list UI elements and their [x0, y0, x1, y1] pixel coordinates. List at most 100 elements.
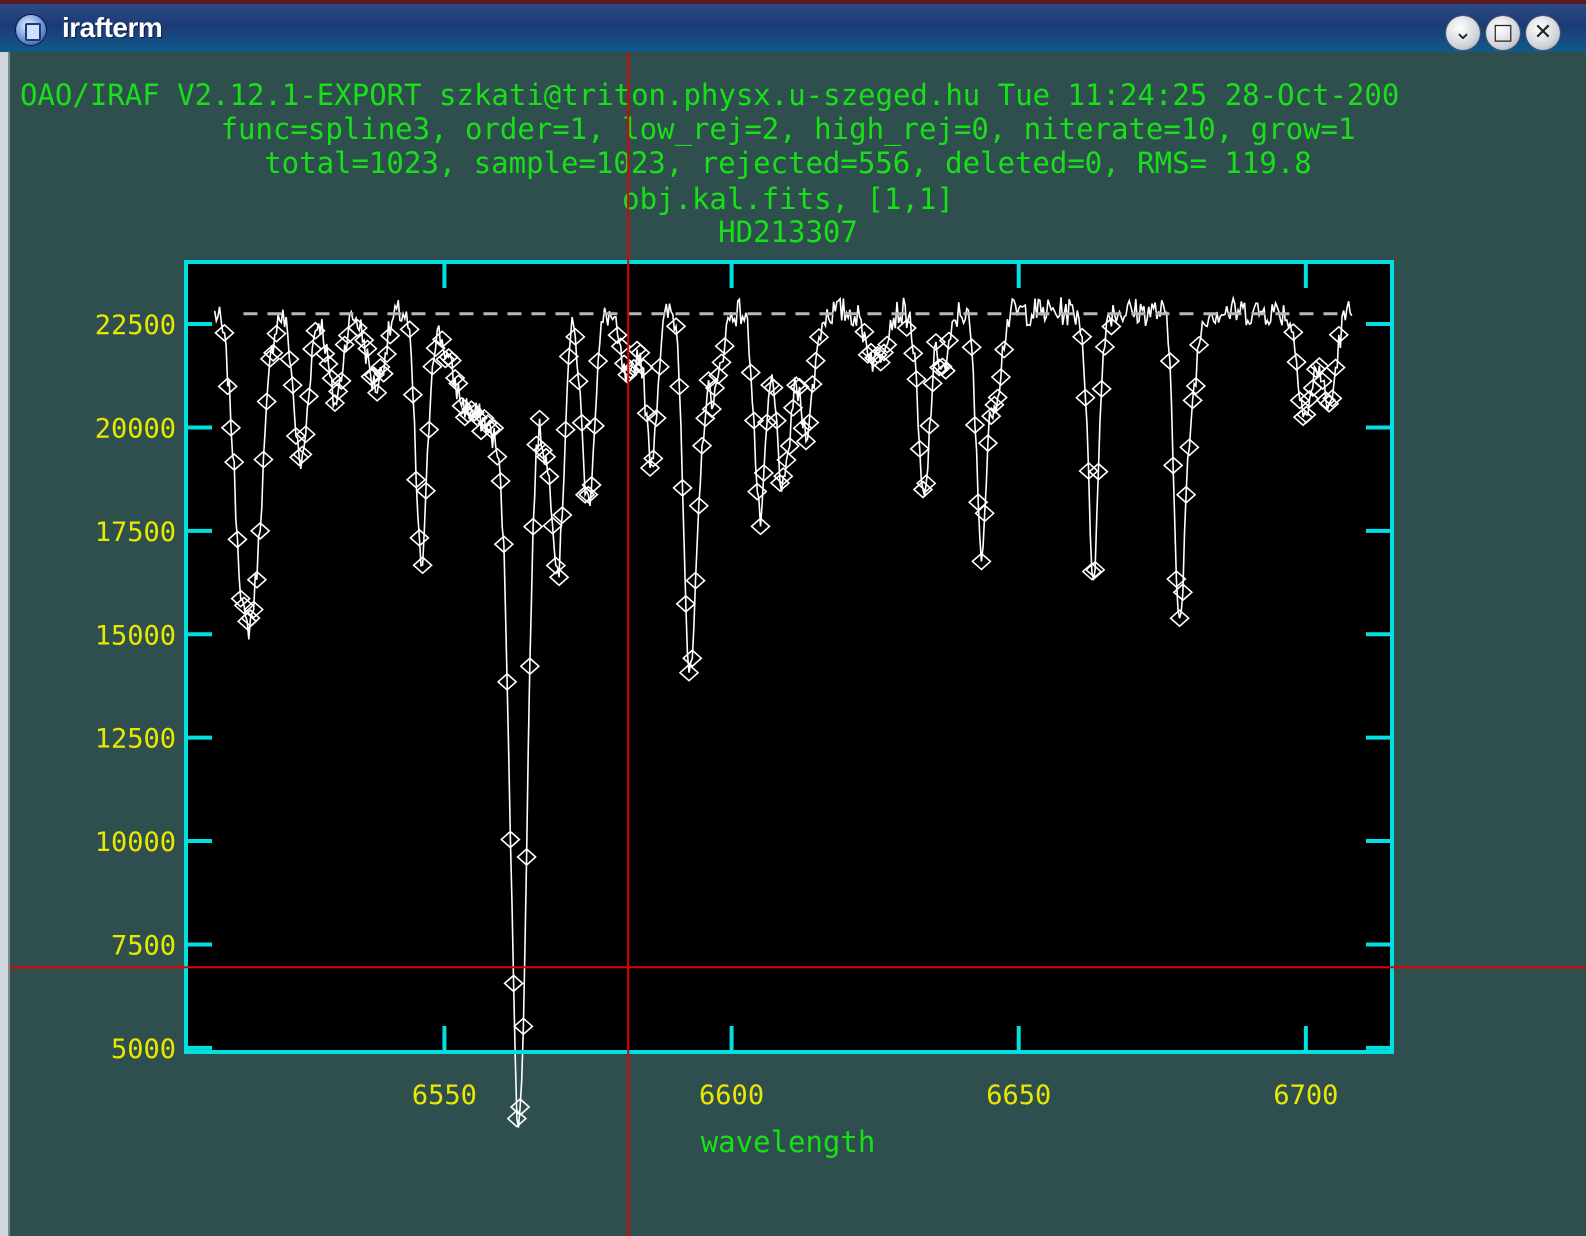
rejected-point-marker [1175, 485, 1197, 504]
minimize-button[interactable]: ⌄ [1446, 16, 1480, 50]
rejected-point-marker [682, 649, 703, 668]
rejected-point-marker [1094, 337, 1116, 356]
rejected-point-marker [266, 324, 287, 343]
plot-frame [184, 260, 1394, 1054]
rejected-point-marker [405, 470, 427, 489]
axis-ticks: 6550 6600 6650 6700 5000 7500 10000 12500 15000 1… [95, 262, 1392, 1111]
rejected-point-marker [1172, 583, 1194, 602]
rejected-point-marker [867, 345, 888, 364]
rejected-point-marker [324, 393, 346, 413]
rejected-point-marker [912, 480, 934, 499]
rejected-point-marker [298, 387, 320, 406]
rejected-point-marker [217, 377, 238, 396]
x-axis-label: wavelength [701, 1125, 876, 1159]
rejected-point-marker [418, 420, 440, 439]
rejected-point-marker [646, 408, 667, 428]
graphics-terminal[interactable]: OAO/IRAF V2.12.1-EXPORT szkati@triton.ph… [10, 52, 1586, 1236]
y-tick-label: 12500 [95, 724, 176, 755]
rejected-point-marker [701, 400, 722, 419]
plot-header: OAO/IRAF V2.12.1-EXPORT szkati@triton.ph… [20, 78, 1399, 249]
rejected-point-marker [441, 351, 463, 370]
rejected-point-marker [301, 339, 323, 359]
rejected-point-marker [607, 326, 628, 345]
rejected-point-marker [906, 370, 927, 389]
rejected-point-marker [373, 364, 394, 383]
rejected-point-marker [1159, 351, 1181, 371]
close-button[interactable]: ✕ [1526, 16, 1560, 50]
rejected-point-marker [704, 378, 726, 398]
title-bar[interactable]: irafterm ⌄ □ ✕ [0, 0, 1586, 52]
spectrum-plot[interactable]: OAO/IRAF V2.12.1-EXPORT szkati@triton.ph… [10, 52, 1586, 1236]
rejected-point-marker [665, 317, 687, 336]
rejected-point-marker [539, 467, 560, 486]
rejected-point-marker [233, 596, 255, 615]
rejected-point-marker [805, 351, 826, 370]
chevron-down-icon: ⌄ [1453, 20, 1473, 45]
rejected-point-marker [331, 371, 352, 390]
rejected-point-marker [747, 482, 768, 501]
rejected-point-marker [490, 471, 511, 491]
y-tick-label: 15000 [95, 620, 176, 651]
rejected-point-marker [243, 600, 264, 619]
rejected-point-marker [1169, 609, 1190, 628]
rejected-point-marker [256, 392, 277, 411]
rejected-point-marker [545, 556, 567, 575]
rejected-point-marker [633, 358, 654, 377]
rejected-point-marker [503, 974, 524, 993]
rejected-point-marker [782, 398, 804, 417]
rejected-point-marker [227, 530, 248, 549]
rejected-point-marker [1185, 376, 1207, 396]
rejected-point-marker [370, 357, 391, 377]
rejected-point-marker [500, 830, 521, 849]
rejected-point-marker [295, 425, 316, 444]
rejected-point-marker [714, 337, 735, 356]
rejected-point-marker [1071, 327, 1093, 346]
rejected-point-marker [916, 474, 937, 493]
rejected-point-marker [224, 453, 245, 472]
header-line-object: HD213307 [718, 215, 858, 249]
window-border[interactable] [0, 52, 10, 1236]
rejected-point-marker [448, 374, 469, 393]
rejected-point-marker [246, 570, 268, 589]
rejected-point-marker [675, 594, 696, 613]
rejected-point-marker [799, 413, 820, 432]
rejected-point-marker [509, 1097, 531, 1117]
rejected-point-marker [409, 528, 430, 547]
rejected-point-marker [571, 413, 593, 432]
rejected-point-marker [464, 403, 485, 422]
rejected-point-marker [327, 382, 349, 401]
rejected-point-marker [568, 372, 589, 391]
x-tick-label: 6550 [412, 1080, 477, 1111]
rejected-point-marker [487, 447, 508, 466]
rejected-point-marker [506, 1109, 528, 1128]
y-tick-label: 7500 [111, 930, 176, 961]
rejected-point-marker [678, 663, 700, 682]
rejected-point-marker [493, 535, 515, 554]
maximize-button[interactable]: □ [1486, 16, 1520, 50]
rejected-point-marker [425, 339, 446, 358]
rejected-point-marker [685, 571, 706, 590]
x-tick-label: 6650 [986, 1080, 1051, 1111]
rejected-point-marker [513, 1017, 534, 1036]
rejected-point-marker [808, 328, 830, 347]
rejected-point-marker [636, 404, 658, 423]
terminal-app-icon[interactable] [16, 15, 46, 45]
rejected-point-marker [535, 447, 557, 466]
rejected-point-marker [649, 357, 671, 376]
rejected-point-marker [688, 496, 709, 515]
rejected-point-marker [938, 331, 960, 350]
close-icon: ✕ [1533, 20, 1553, 45]
rejected-point-marker [1179, 438, 1200, 457]
rejected-point-marker [795, 432, 817, 451]
rejected-point-marker [854, 322, 875, 341]
spectrum-line [213, 295, 1353, 1128]
rejected-point-marker [555, 420, 576, 439]
rejected-point-marker [1286, 352, 1307, 372]
x-tick-label: 6600 [699, 1080, 764, 1111]
rejected-point-marker [974, 504, 995, 523]
rejected-point-marker [532, 441, 554, 460]
rejected-point-marker [483, 418, 505, 438]
rejected-point-marker [1296, 405, 1317, 424]
rejected-point-marker [698, 371, 719, 390]
rejected-point-marker [548, 568, 570, 587]
